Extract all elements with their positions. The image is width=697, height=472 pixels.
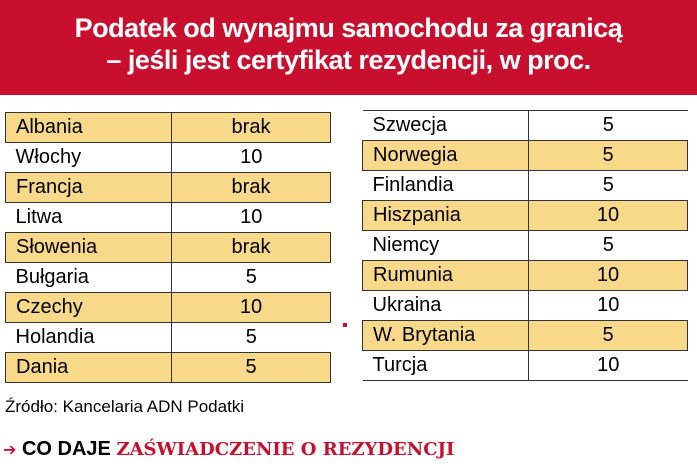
table-row: Bułgaria 5 xyxy=(5,262,331,293)
country-cell: Dania xyxy=(5,352,172,383)
rate-cell: 5 xyxy=(528,320,688,351)
rate-cell: brak xyxy=(171,112,331,143)
country-cell: W. Brytania xyxy=(362,320,529,351)
rate-cell: 5 xyxy=(528,110,688,141)
rate-cell: 5 xyxy=(528,230,688,261)
table-row: Albania brak xyxy=(5,112,331,143)
rate-cell: 5 xyxy=(171,352,331,383)
country-cell: Turcja xyxy=(362,350,529,381)
table-row: Holandia 5 xyxy=(5,322,331,353)
table-row: Włochy 10 xyxy=(5,142,331,173)
country-cell: Włochy xyxy=(5,142,172,173)
country-cell: Szwecja xyxy=(362,110,529,141)
table: Szwecja 5 Norwegia 5 Finlandia 5 Hiszpania 10 Ni… xyxy=(362,110,688,381)
table-row: Rumunia 10 xyxy=(362,260,688,291)
country-cell: Rumunia xyxy=(362,260,529,291)
table-row: Norwegia 5 xyxy=(362,140,688,171)
country-cell: Holandia xyxy=(5,322,172,353)
country-cell: Litwa xyxy=(5,202,172,233)
rate-cell: brak xyxy=(171,232,331,263)
country-cell: Francja xyxy=(5,172,172,203)
rate-cell: 5 xyxy=(528,170,688,201)
rate-cell: 10 xyxy=(528,350,688,381)
country-cell: Finlandia xyxy=(362,170,529,201)
country-cell: Ukraina xyxy=(362,290,529,321)
footer: ➔ CO DAJE ZAŚWIADCZENIE O REZYDENCJI xyxy=(3,438,454,461)
country-cell: Hiszpania xyxy=(362,200,529,231)
source: Źródło: Kancelaria ADN Podatki xyxy=(5,397,245,416)
country-cell: Czechy xyxy=(5,292,172,323)
table-row: Słowenia brak xyxy=(5,232,331,263)
rate-cell: 10 xyxy=(528,260,688,291)
table-row: Czechy 10 xyxy=(5,292,331,323)
dot xyxy=(343,323,347,327)
table-row: Szwecja 5 xyxy=(362,110,688,141)
arrow-icon: ➔ xyxy=(3,442,17,459)
rate-cell: 10 xyxy=(171,142,331,173)
table-row: Litwa 10 xyxy=(5,202,331,233)
table: Albania brak Włochy 10 Francja brak Litwa 10 Sło… xyxy=(5,112,331,383)
country-cell: Słowenia xyxy=(5,232,172,263)
country-cell: Norwegia xyxy=(362,140,529,171)
table-row: Hiszpania 10 xyxy=(362,200,688,231)
rate-cell: 5 xyxy=(171,262,331,293)
rate-cell: 5 xyxy=(528,140,688,171)
rate-cell: brak xyxy=(171,172,331,203)
title-line: – jeśli jest certyfikat rezydencji, w pr… xyxy=(106,45,591,75)
country-cell: Niemcy xyxy=(362,230,529,261)
rate-cell: 10 xyxy=(528,200,688,231)
rate-cell: 10 xyxy=(171,292,331,323)
table-row: Ukraina 10 xyxy=(362,290,688,321)
rate-cell: 10 xyxy=(528,290,688,321)
table-row: Francja brak xyxy=(5,172,331,203)
header: Podatek od wynajmu samochodu za granicą … xyxy=(0,0,697,95)
rate-cell: 5 xyxy=(171,322,331,353)
country-cell: Albania xyxy=(5,112,172,143)
table-row: Turcja 10 xyxy=(362,350,688,381)
rate-cell: 10 xyxy=(171,202,331,233)
title-line: Podatek od wynajmu samochodu za granicą xyxy=(74,13,623,43)
country-cell: Bułgaria xyxy=(5,262,172,293)
table-row: Finlandia 5 xyxy=(362,170,688,201)
table-row: Niemcy 5 xyxy=(362,230,688,261)
footer-lead: CO DAJE xyxy=(21,438,111,460)
table-row: Dania 5 xyxy=(5,352,331,383)
table-row: W. Brytania 5 xyxy=(362,320,688,351)
footer-highlight: ZAŚWIADCZENIE O REZYDENCJI xyxy=(116,439,455,460)
